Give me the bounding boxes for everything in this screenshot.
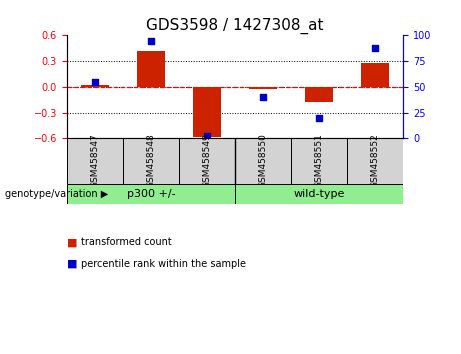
Point xyxy=(203,133,211,139)
Point xyxy=(260,94,267,100)
Bar xyxy=(179,138,235,184)
Bar xyxy=(305,87,333,102)
Point xyxy=(148,38,155,44)
Text: percentile rank within the sample: percentile rank within the sample xyxy=(81,259,246,269)
Text: ■: ■ xyxy=(67,259,77,269)
Bar xyxy=(347,138,403,184)
Bar xyxy=(193,87,221,137)
Bar xyxy=(137,51,165,87)
Text: genotype/variation ▶: genotype/variation ▶ xyxy=(5,189,108,199)
Point xyxy=(315,115,323,121)
Text: GSM458547: GSM458547 xyxy=(90,133,100,188)
Point xyxy=(91,79,99,85)
Bar xyxy=(249,87,277,88)
Bar xyxy=(291,138,347,184)
Text: GSM458551: GSM458551 xyxy=(315,133,324,188)
Text: GSM458550: GSM458550 xyxy=(259,133,268,188)
Bar xyxy=(235,184,403,204)
Text: GSM458552: GSM458552 xyxy=(371,133,380,188)
Text: GSM458548: GSM458548 xyxy=(147,133,155,188)
Text: p300 +/-: p300 +/- xyxy=(127,189,175,199)
Bar xyxy=(81,85,109,87)
Point xyxy=(372,45,379,51)
Text: GSM458549: GSM458549 xyxy=(202,133,212,188)
Text: wild-type: wild-type xyxy=(294,189,345,199)
Bar xyxy=(123,138,179,184)
Title: GDS3598 / 1427308_at: GDS3598 / 1427308_at xyxy=(146,18,324,34)
Bar xyxy=(67,184,235,204)
Bar xyxy=(361,63,390,87)
Text: ■: ■ xyxy=(67,238,77,247)
Bar xyxy=(67,138,123,184)
Text: transformed count: transformed count xyxy=(81,238,171,247)
Bar xyxy=(235,138,291,184)
